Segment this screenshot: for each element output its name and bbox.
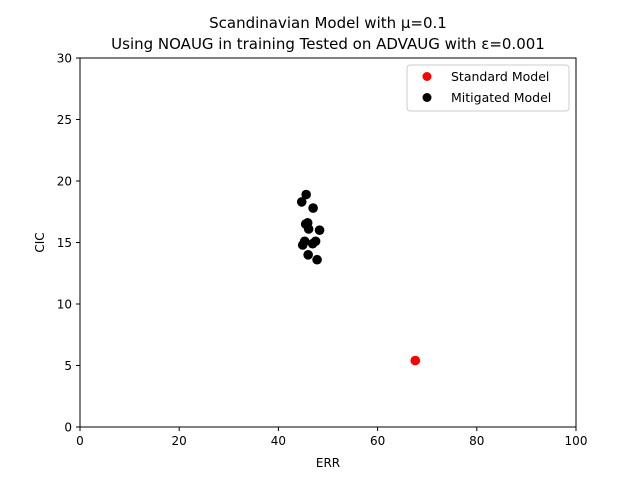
chart-subtitle: Using NOAUG in training Tested on ADVAUG… bbox=[111, 35, 545, 53]
plot-frame bbox=[79, 57, 577, 428]
legend-marker-mitigated bbox=[422, 93, 432, 102]
mitigated-model-point bbox=[296, 197, 307, 207]
x-tick-label: 0 bbox=[76, 434, 84, 448]
x-tick-label: 40 bbox=[271, 434, 286, 448]
legend-marker-standard bbox=[422, 72, 432, 81]
y-axis-label: CIC bbox=[33, 232, 47, 252]
legend-label-standard: Standard Model bbox=[451, 69, 549, 84]
x-tick-label: 60 bbox=[370, 434, 385, 448]
x-axis-label: ERR bbox=[316, 456, 340, 470]
y-tick-label: 0 bbox=[64, 421, 72, 435]
mitigated-model-point bbox=[303, 224, 314, 234]
y-tick-label: 30 bbox=[57, 52, 72, 66]
legend-box bbox=[406, 64, 570, 112]
x-tick-label: 80 bbox=[469, 434, 484, 448]
x-axis-ticks: 0 20 40 60 80 100 bbox=[76, 427, 587, 448]
y-tick-label: 20 bbox=[57, 175, 72, 189]
data-points bbox=[296, 189, 421, 366]
chart-title: Scandinavian Model with μ=0.1 bbox=[209, 14, 447, 32]
mitigated-model-point bbox=[310, 236, 321, 247]
mitigated-model-point bbox=[314, 225, 325, 235]
mitigated-model-point bbox=[312, 254, 322, 265]
mitigated-model-point bbox=[303, 250, 313, 260]
legend-label-mitigated: Mitigated Model bbox=[451, 90, 551, 105]
mitigated-model-point bbox=[297, 240, 308, 250]
plot-area bbox=[80, 58, 576, 427]
y-tick-label: 10 bbox=[57, 298, 72, 312]
x-tick-label: 20 bbox=[172, 434, 187, 448]
y-tick-label: 5 bbox=[64, 359, 72, 373]
x-tick-label: 100 bbox=[565, 434, 588, 448]
y-tick-label: 25 bbox=[57, 113, 72, 127]
y-axis-ticks: 0 5 10 15 20 25 30 bbox=[57, 52, 80, 435]
mitigated-model-point bbox=[308, 203, 318, 213]
y-tick-label: 15 bbox=[57, 236, 72, 250]
standard-model-point bbox=[410, 355, 421, 366]
mitigated-model-point bbox=[301, 189, 311, 200]
legend: Standard Model Mitigated Model bbox=[406, 64, 570, 112]
